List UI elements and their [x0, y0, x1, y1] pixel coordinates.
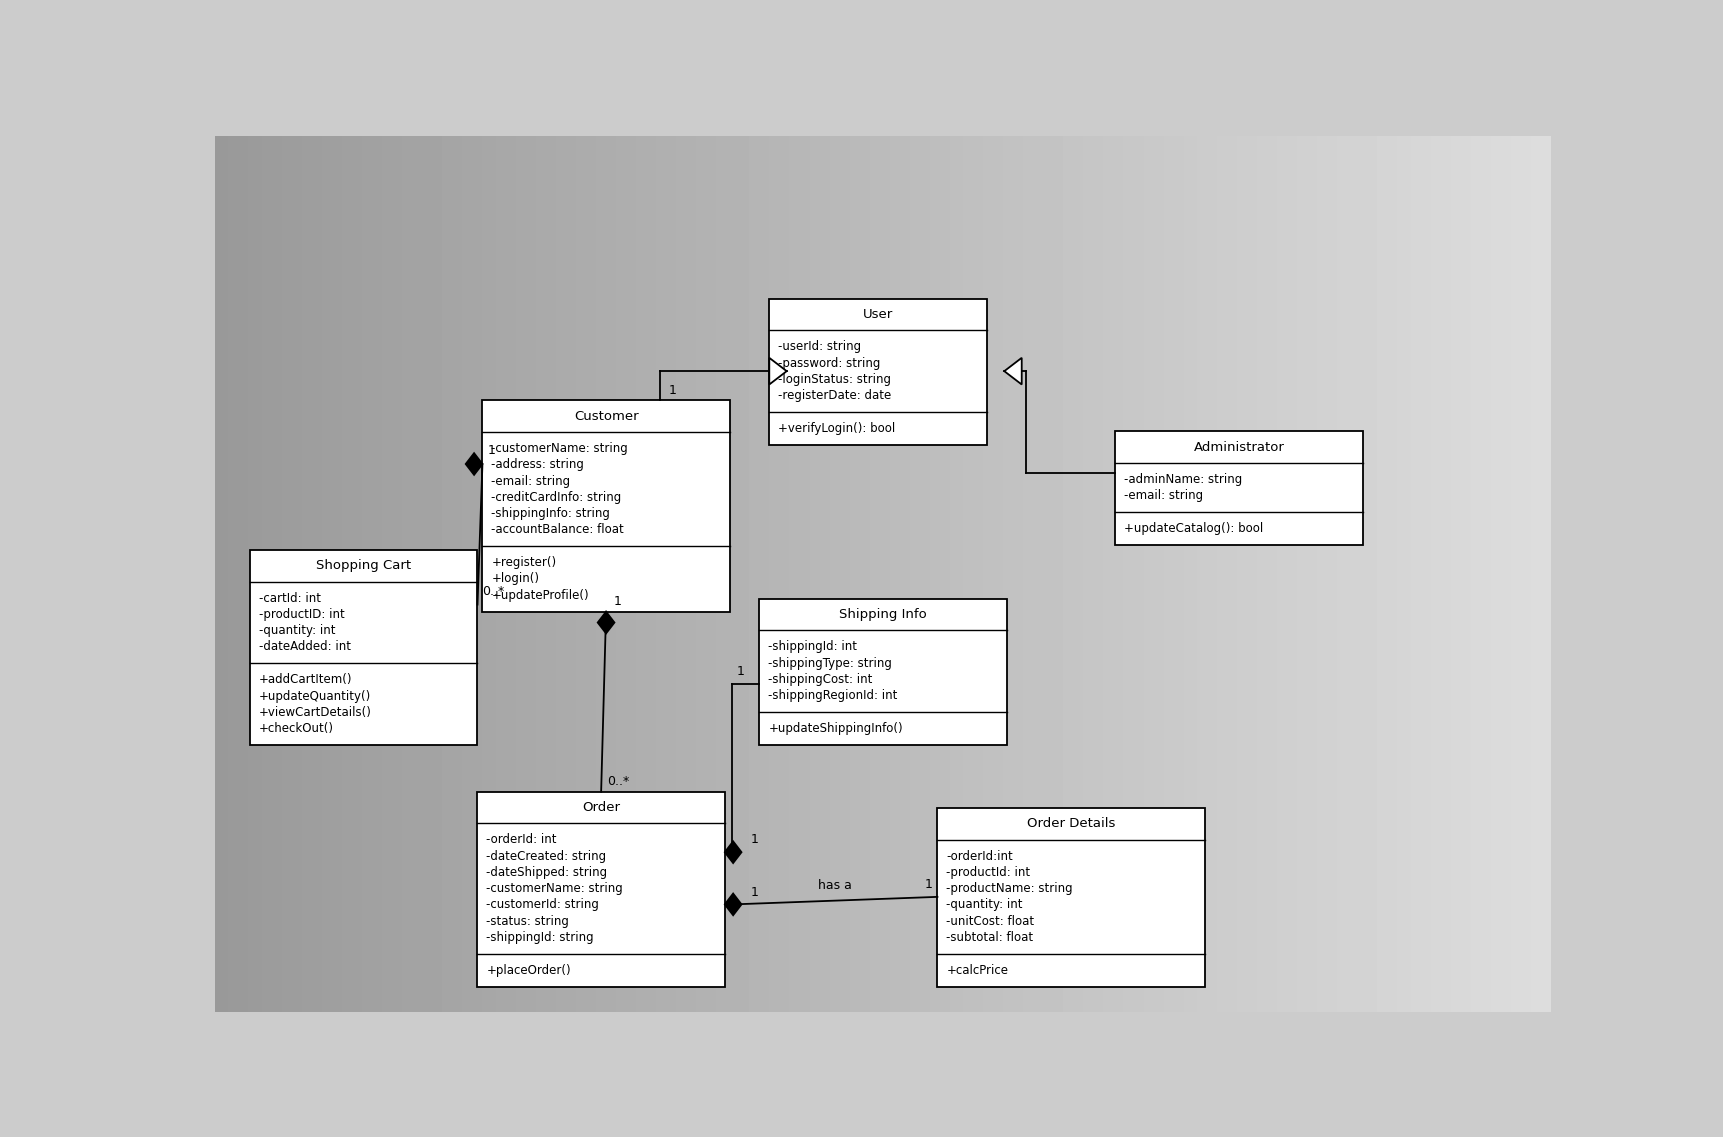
Text: Order Details: Order Details [1027, 818, 1115, 830]
Text: -creditCardInfo: string: -creditCardInfo: string [491, 491, 622, 504]
Text: -shippingInfo: string: -shippingInfo: string [491, 507, 610, 520]
Bar [768, 299, 987, 445]
Text: +calcPrice: +calcPrice [946, 964, 1008, 977]
Text: 1: 1 [669, 384, 675, 397]
Text: -orderId:int: -orderId:int [946, 849, 1013, 863]
Text: +updateCatalog(): bool: +updateCatalog(): bool [1125, 522, 1263, 536]
Text: -email: string: -email: string [491, 474, 570, 488]
Text: 0..*: 0..* [606, 775, 629, 788]
Bar [477, 791, 725, 987]
Text: -shippingType: string: -shippingType: string [768, 657, 893, 670]
Bar [1115, 431, 1363, 545]
Text: -quantity: int: -quantity: int [946, 898, 1023, 912]
Text: -productID: int: -productID: int [258, 608, 345, 621]
Polygon shape [1005, 358, 1022, 384]
Text: -email: string: -email: string [1125, 489, 1203, 503]
Text: has a: has a [818, 879, 853, 893]
Text: Order: Order [582, 802, 620, 814]
Text: -address: string: -address: string [491, 458, 584, 471]
Text: -registerDate: date: -registerDate: date [779, 389, 891, 402]
Text: 0..*: 0..* [482, 584, 505, 598]
Bar [482, 400, 731, 612]
Text: -dateCreated: string: -dateCreated: string [486, 849, 606, 863]
Text: -shippingId: int: -shippingId: int [768, 640, 858, 654]
Text: -customerName: string: -customerName: string [486, 882, 624, 895]
Text: -productId: int: -productId: int [946, 866, 1030, 879]
Text: 1: 1 [613, 596, 622, 608]
Text: User: User [863, 308, 893, 321]
Text: +register(): +register() [491, 556, 557, 570]
Text: +verifyLogin(): bool: +verifyLogin(): bool [779, 422, 896, 435]
Text: -adminName: string: -adminName: string [1125, 473, 1242, 485]
Text: +updateProfile(): +updateProfile() [491, 589, 589, 601]
Polygon shape [598, 612, 615, 633]
Polygon shape [768, 358, 787, 384]
Text: -loginStatus: string: -loginStatus: string [779, 373, 891, 385]
Text: Administrator: Administrator [1194, 440, 1285, 454]
Text: -customerName: string: -customerName: string [491, 442, 629, 455]
Text: +updateShippingInfo(): +updateShippingInfo() [768, 722, 903, 736]
Text: 1: 1 [925, 878, 932, 891]
Text: +updateQuantity(): +updateQuantity() [258, 690, 370, 703]
Polygon shape [465, 454, 482, 475]
Text: 1: 1 [751, 886, 758, 898]
Bar [250, 550, 477, 745]
Text: Shipping Info: Shipping Info [839, 608, 927, 621]
Text: Shopping Cart: Shopping Cart [317, 559, 412, 572]
Text: -shippingCost: int: -shippingCost: int [768, 673, 872, 686]
Bar [760, 599, 1006, 745]
Text: +viewCartDetails(): +viewCartDetails() [258, 706, 372, 719]
Text: 1: 1 [737, 665, 744, 678]
Text: 1: 1 [488, 445, 495, 457]
Text: +login(): +login() [491, 572, 539, 586]
Text: -accountBalance: float: -accountBalance: float [491, 523, 624, 537]
Text: +addCartItem(): +addCartItem() [258, 673, 353, 687]
Polygon shape [725, 894, 741, 915]
Text: -customerId: string: -customerId: string [486, 898, 600, 912]
Text: Customer: Customer [574, 409, 639, 423]
Text: +checkOut(): +checkOut() [258, 722, 334, 736]
Text: -orderId: int: -orderId: int [486, 833, 557, 846]
Text: 1: 1 [751, 833, 758, 846]
Text: -subtotal: float: -subtotal: float [946, 931, 1034, 944]
Text: -status: string: -status: string [486, 915, 569, 928]
Text: -cartId: int: -cartId: int [258, 591, 320, 605]
Text: -userId: string: -userId: string [779, 340, 862, 354]
Text: -dateAdded: int: -dateAdded: int [258, 640, 351, 654]
Text: +placeOrder(): +placeOrder() [486, 964, 570, 977]
Text: -shippingId: string: -shippingId: string [486, 931, 594, 944]
Text: -productName: string: -productName: string [946, 882, 1073, 895]
Text: -shippingRegionId: int: -shippingRegionId: int [768, 689, 898, 703]
Text: -dateShipped: string: -dateShipped: string [486, 866, 608, 879]
Polygon shape [725, 841, 741, 863]
Text: -unitCost: float: -unitCost: float [946, 915, 1034, 928]
Bar [937, 808, 1204, 987]
Text: -quantity: int: -quantity: int [258, 624, 336, 637]
Text: -password: string: -password: string [779, 357, 880, 370]
